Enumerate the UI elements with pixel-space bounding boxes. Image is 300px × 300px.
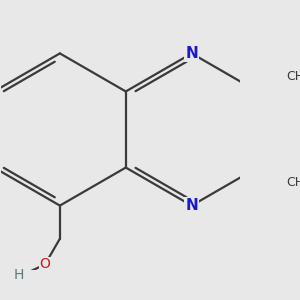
Text: CH₃: CH₃ xyxy=(286,70,300,83)
Text: N: N xyxy=(185,46,198,61)
Text: CH₃: CH₃ xyxy=(286,176,300,189)
Text: N: N xyxy=(185,198,198,213)
Text: H: H xyxy=(14,268,24,282)
Text: O: O xyxy=(40,257,50,272)
